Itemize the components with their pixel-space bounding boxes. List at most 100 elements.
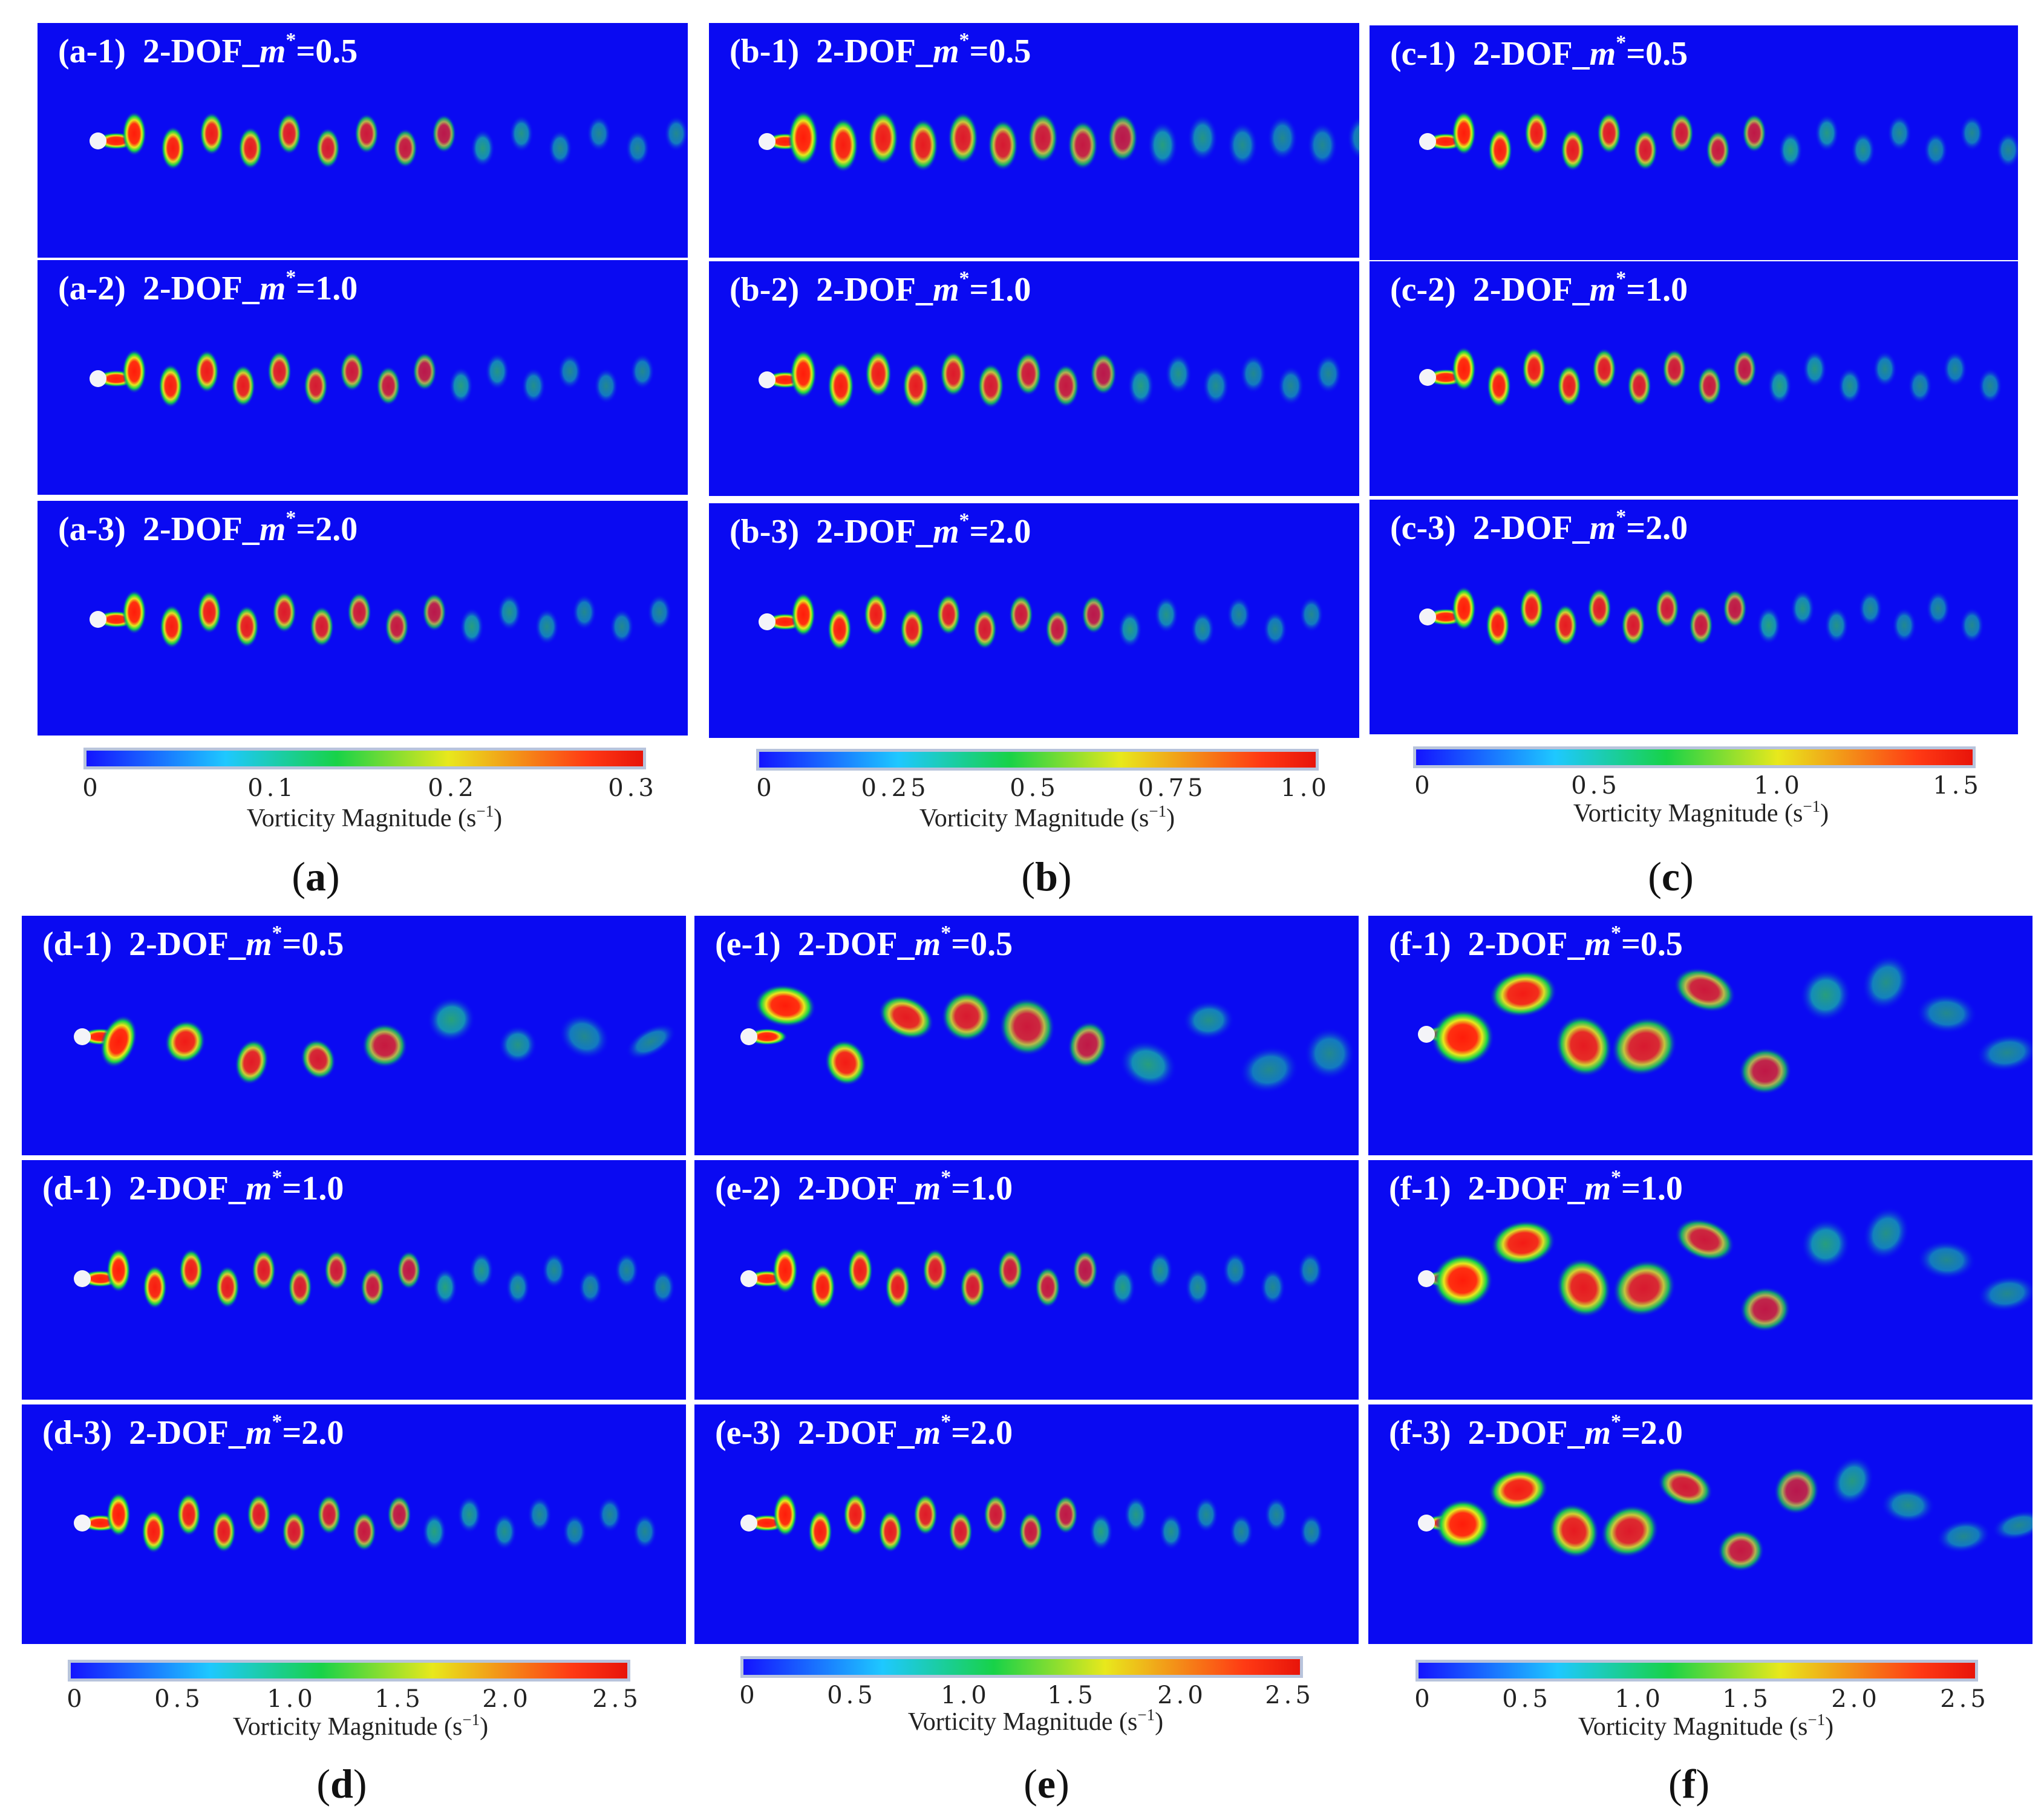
vortex — [1774, 1467, 1820, 1515]
vortex — [1662, 348, 1686, 390]
vortex — [1815, 114, 1839, 152]
vortex — [1194, 1496, 1218, 1533]
vortex — [231, 365, 255, 407]
vortex — [469, 1251, 494, 1290]
vortex — [1278, 366, 1304, 406]
tick-label: 0.5 — [827, 1682, 877, 1709]
vortex — [195, 350, 219, 393]
panel-b-2: (b-2) 2-DOF_m*=1.0 — [709, 261, 1359, 496]
vortex — [984, 1494, 1008, 1535]
vortex — [1432, 1253, 1494, 1308]
vortex — [1916, 993, 1977, 1034]
panel-e-2: (e-2) 2-DOF_m*=1.0 — [694, 1160, 1359, 1400]
vortex — [267, 350, 292, 393]
colorbar-title-c: Vorticity Magnitude (s−1) — [1573, 797, 1829, 827]
vortex — [535, 608, 559, 645]
tick-label: 0 — [756, 774, 775, 802]
panel-label: (b-2) 2-DOF_m*=1.0 — [730, 267, 1031, 308]
vortex — [633, 1513, 657, 1550]
panel-a-1: (a-1) 2-DOF_m*=0.5 — [38, 23, 688, 258]
vortex — [1600, 1504, 1659, 1558]
vortex — [630, 353, 655, 390]
vortex — [999, 997, 1056, 1056]
vortex — [432, 114, 456, 153]
vortex — [1917, 1240, 1976, 1280]
panel-b-1: (b-1) 2-DOF_m*=0.5 — [709, 23, 1359, 258]
colorbar-ticks-e: 0 0.5 1.0 1.5 2.0 2.5 — [739, 1682, 1311, 1709]
vortex — [808, 1509, 832, 1554]
tick-label: 1.5 — [1933, 772, 1982, 800]
panel-f-3: (f-3) 2-DOF_m*=2.0 — [1368, 1404, 2033, 1644]
vortex — [1697, 366, 1722, 406]
vortex — [773, 1492, 797, 1537]
vortex — [868, 111, 898, 165]
vortex — [1732, 349, 1757, 389]
vortex — [1263, 611, 1287, 647]
panel-d-1: (d-1) 2-DOF_m*=0.5 — [22, 916, 686, 1155]
vortex — [1154, 596, 1178, 633]
vortex — [492, 1513, 517, 1550]
vortex — [1239, 1046, 1299, 1094]
vortex — [316, 128, 340, 169]
cylinder — [74, 1270, 91, 1287]
vortex — [988, 119, 1018, 171]
cylinder — [1419, 133, 1436, 150]
panel-label: (a-2) 2-DOF_m*=1.0 — [58, 266, 358, 307]
vortex — [1858, 590, 1882, 627]
panel-label: (d-1) 2-DOF_m*=1.0 — [42, 1166, 344, 1207]
panel-label: (c-2) 2-DOF_m*=1.0 — [1390, 267, 1688, 308]
vortex — [1627, 365, 1651, 406]
vortex — [651, 1269, 675, 1305]
vortex — [542, 1252, 566, 1288]
vortex — [352, 1512, 376, 1551]
vortex — [1431, 1008, 1495, 1066]
vortex — [1926, 590, 1950, 627]
vortex — [1791, 589, 1815, 628]
vortex — [324, 1250, 348, 1291]
panel-b-3: (b-3) 2-DOF_m*=2.0 — [709, 503, 1359, 738]
vortex — [828, 362, 854, 410]
vortex — [1801, 1218, 1850, 1270]
vortex — [788, 110, 818, 166]
vortex — [1028, 113, 1058, 163]
vorticity-field — [759, 592, 1324, 651]
tick-label: 0.75 — [1138, 774, 1207, 802]
vortex — [1887, 115, 1912, 151]
vorticity-field — [74, 1492, 657, 1554]
vortex — [1019, 1512, 1043, 1551]
tick-label: 1.5 — [1722, 1685, 1772, 1713]
vortex — [143, 1265, 167, 1310]
vortex — [847, 1247, 873, 1293]
vortex — [1227, 596, 1251, 633]
panel-label: (f-1) 2-DOF_m*=0.5 — [1389, 922, 1683, 963]
vortex — [142, 1509, 166, 1554]
vortex — [647, 594, 671, 630]
tick-label: 0 — [1414, 1685, 1434, 1713]
vorticity-field — [90, 349, 655, 408]
colorbar-title-e: Vorticity Magnitude (s−1) — [907, 1706, 1164, 1736]
vortex — [1561, 128, 1585, 172]
colorbar-ticks-c: 0 0.5 1.0 1.5 — [1413, 772, 1979, 800]
vortex — [1612, 1259, 1676, 1317]
vortex — [1452, 347, 1476, 391]
colorbar-b — [756, 749, 1319, 771]
cylinder — [90, 370, 106, 387]
vortex — [1621, 605, 1645, 646]
tick-label: 2.5 — [592, 1685, 642, 1713]
panel-label: (d-3) 2-DOF_m*=2.0 — [42, 1411, 344, 1452]
panel-label: (a-3) 2-DOF_m*=2.0 — [58, 507, 358, 548]
vorticity-field — [90, 111, 688, 171]
vortex — [1861, 954, 1911, 1011]
vortex — [161, 126, 185, 171]
vortex — [272, 591, 296, 633]
vortex — [885, 1265, 910, 1310]
vortex — [1240, 354, 1267, 394]
tick-label: 0.1 — [247, 774, 297, 802]
colorbar-ticks-f: 0 0.5 1.0 1.5 2.0 2.5 — [1414, 1685, 1986, 1713]
vortex — [1110, 1267, 1135, 1307]
vortex — [1108, 114, 1138, 162]
vortex — [362, 1023, 408, 1068]
vortex — [122, 111, 146, 156]
vortex — [940, 351, 967, 397]
vortex — [572, 594, 596, 630]
